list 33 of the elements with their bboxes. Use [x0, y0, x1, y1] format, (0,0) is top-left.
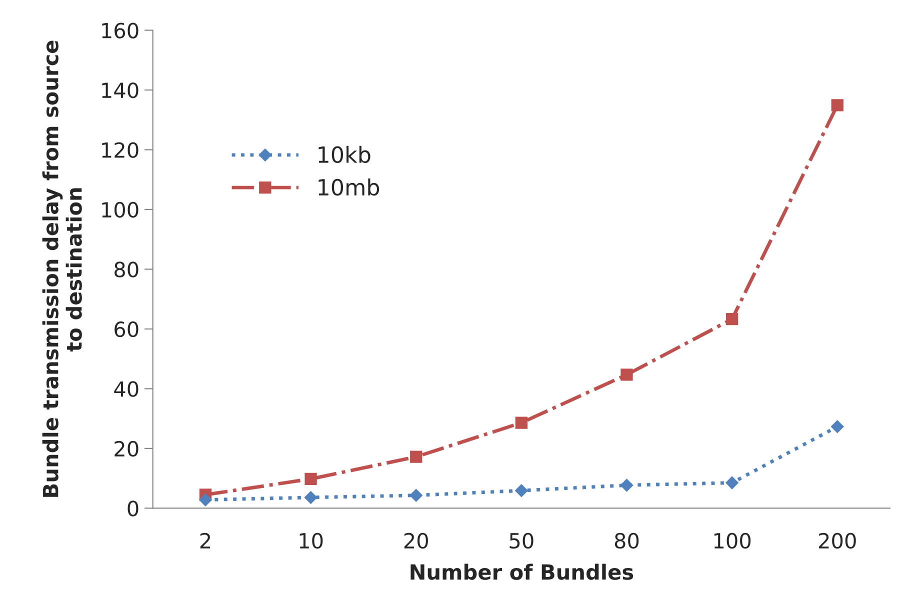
- point: [830, 420, 844, 434]
- x-axis-title: Number of Bundles: [410, 564, 634, 580]
- x-tick-label: 80: [614, 532, 639, 549]
- y-tick-label: 20: [114, 440, 138, 457]
- point: [726, 476, 738, 490]
- x-tick-label: 200: [819, 532, 856, 549]
- point: [515, 416, 528, 429]
- y-tick-label: 140: [102, 82, 138, 98]
- y-tick-label: 100: [102, 202, 138, 218]
- y-axis-title: Bundle transmission delay from source to destination: [42, 40, 82, 497]
- x-tick-label: 20: [404, 532, 428, 549]
- y-tick-label: 80: [114, 262, 138, 278]
- x-tick-label: 50: [510, 532, 534, 549]
- y-tick-label: 0: [128, 500, 138, 516]
- x-tick-label: 10: [300, 532, 323, 549]
- legend-label: 10kb: [318, 146, 370, 164]
- y-tick-label: 60: [114, 321, 138, 338]
- point: [410, 488, 423, 502]
- point: [515, 484, 528, 497]
- x-tick-label: 100: [714, 532, 751, 549]
- point: [831, 99, 844, 112]
- y-tick-label: 120: [102, 142, 138, 158]
- point: [620, 478, 634, 492]
- x-tick-label: 2: [200, 532, 210, 548]
- legend-label: 10mb: [318, 178, 380, 196]
- y-tick-label: 160: [102, 22, 138, 38]
- point: [620, 368, 633, 381]
- point: [304, 472, 317, 485]
- point: [410, 450, 422, 463]
- y-tick-label: 40: [114, 381, 138, 397]
- point: [304, 491, 318, 504]
- point: [726, 313, 738, 326]
- point: [199, 493, 212, 506]
